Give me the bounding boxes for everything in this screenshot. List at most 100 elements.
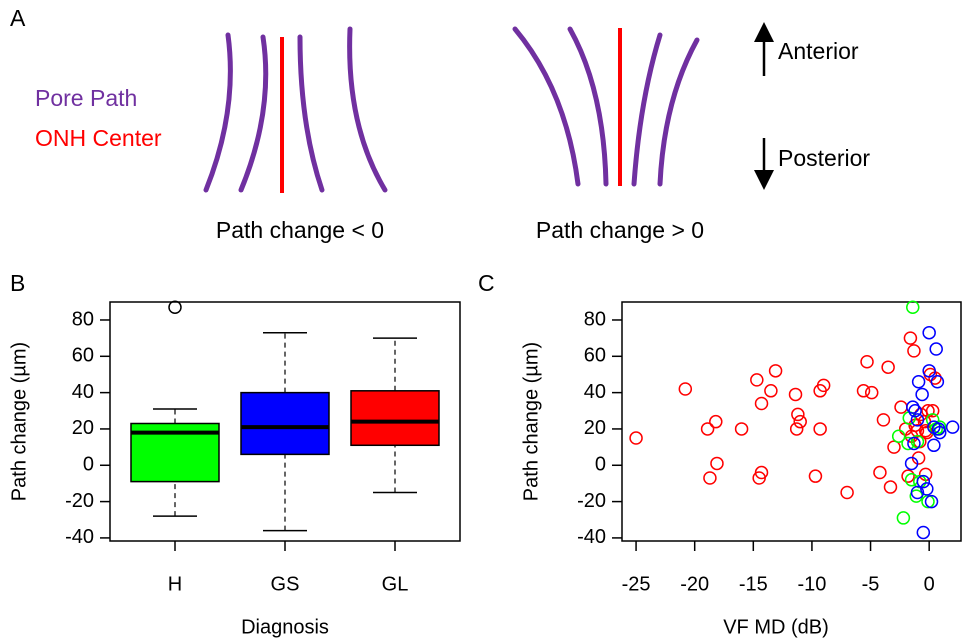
point [920,482,934,496]
panel-label: A [10,5,26,31]
point [901,469,915,483]
point [883,480,898,494]
point [703,471,717,485]
point [856,384,871,398]
point [808,469,823,483]
point [906,300,920,315]
y-axis-title: Path change (µm) [8,342,30,501]
point [907,436,921,451]
point [901,436,915,451]
point [793,414,807,429]
caption: Path change < 0 [216,217,384,243]
pore-path [657,37,700,187]
point [945,420,960,434]
y-tick-label: 60 [72,345,94,367]
direction-label: Posterior [778,145,870,171]
y-axis-title: Path change (µm) [520,342,542,501]
point [710,456,724,471]
point [881,360,895,374]
y-tick-label: 80 [72,308,94,330]
x-tick-label: GS [271,573,300,595]
y-tick-label: 40 [584,381,606,403]
pore-path [567,26,609,187]
caption: Path change > 0 [536,217,704,243]
point [925,404,940,418]
pore-path [512,26,581,187]
outlier [168,300,182,315]
point [754,396,769,411]
box [240,391,330,456]
point [908,404,922,418]
x-axis-title: Diagnosis [241,616,329,638]
point [915,387,929,402]
point [629,431,643,445]
point [754,465,769,480]
y-tick-label: 40 [72,381,94,403]
point [910,413,925,427]
point [788,387,803,402]
point [927,438,941,453]
y-tick-label: -40 [577,526,606,548]
panel-a: A Pore Path ONH Center Path change < 0 P… [10,5,870,243]
x-tick-label: -25 [622,573,651,595]
pore-path [297,34,325,193]
point [734,422,749,436]
point [922,364,936,378]
point [873,465,887,480]
point [932,420,947,434]
point [789,422,804,436]
legend-pore-path: Pore Path [35,85,137,111]
box [350,390,440,447]
pore-path [631,32,663,187]
point [894,400,908,414]
y-tick-label: 80 [584,308,606,330]
point [864,385,879,400]
point [903,331,918,345]
point [891,429,906,443]
point [924,494,939,509]
panel-label: C [478,270,495,296]
point [876,413,891,427]
plot-frame [621,301,962,542]
point [678,382,693,396]
point [709,414,723,429]
x-tick-label: -5 [862,573,880,595]
point [922,325,936,340]
y-tick-label: 0 [595,454,606,476]
point [904,473,919,487]
pore-path [203,32,233,193]
point [918,424,933,438]
point [896,511,911,525]
point [887,440,901,454]
x-tick-label: -10 [797,573,826,595]
point [768,364,783,378]
point [700,422,715,436]
y-tick-label: 20 [72,417,94,439]
point [840,485,854,500]
legend-onh-center: ONH Center [35,125,162,151]
point [931,422,946,436]
point [906,400,920,414]
x-tick-label: H [168,573,182,595]
y-tick-label: 20 [584,417,606,439]
point [813,422,827,436]
x-tick-label: GL [382,573,409,595]
point [916,474,931,489]
x-axis-title: VF MD (dB) [723,616,829,638]
x-tick-label: 0 [924,573,935,595]
point [764,384,778,398]
y-tick-label: -20 [577,490,606,512]
point [910,485,925,500]
point [750,373,764,387]
x-tick-label: -20 [680,573,709,595]
point [929,342,943,356]
point [907,344,921,358]
panel-label: B [10,270,25,296]
pore-path [347,26,388,193]
direction-label: Anterior [778,38,859,64]
point [816,378,831,393]
point [911,374,926,389]
point [916,525,931,540]
y-tick-label: -40 [65,526,94,548]
